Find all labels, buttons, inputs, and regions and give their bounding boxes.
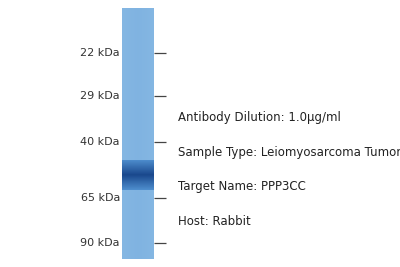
Text: Sample Type: Leiomyosarcoma Tumor Lysat…: Sample Type: Leiomyosarcoma Tumor Lysat… (178, 146, 400, 159)
Text: Antibody Dilution: 1.0μg/ml: Antibody Dilution: 1.0μg/ml (178, 111, 341, 124)
Text: 90 kDa: 90 kDa (80, 238, 120, 248)
Text: Host: Rabbit: Host: Rabbit (178, 215, 251, 228)
Text: 40 kDa: 40 kDa (80, 136, 120, 147)
Text: Target Name: PPP3CC: Target Name: PPP3CC (178, 180, 306, 193)
Text: 22 kDa: 22 kDa (80, 48, 120, 58)
Text: 65 kDa: 65 kDa (81, 193, 120, 203)
Text: 29 kDa: 29 kDa (80, 91, 120, 101)
